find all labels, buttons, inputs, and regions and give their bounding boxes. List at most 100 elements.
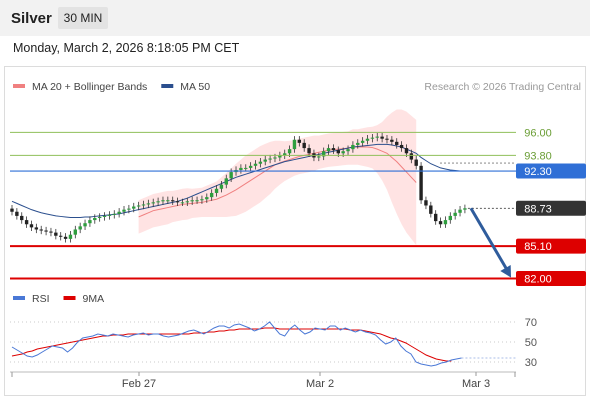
candle-body: [59, 235, 63, 237]
chart-datetime: Monday, March 2, 2026 8:18:05 PM CET: [13, 41, 240, 55]
candle-body: [302, 142, 306, 149]
candle-body: [102, 215, 107, 217]
rsi-legend-label-0: RSI: [32, 293, 50, 305]
level-96-00-label: 96.00: [524, 127, 552, 139]
ma50-line: [11, 143, 465, 218]
candle-body: [209, 192, 214, 198]
rsi-line: [11, 321, 462, 367]
candle-body: [360, 140, 365, 143]
candle-body: [424, 200, 428, 206]
candle-body: [180, 202, 185, 204]
candle-body: [433, 213, 438, 222]
candle-body: [351, 144, 355, 150]
forecast-arrow-shaft: [469, 207, 510, 273]
candle-body: [263, 159, 267, 162]
candle-body: [171, 200, 175, 202]
candle-body: [15, 211, 19, 216]
candle-body: [419, 165, 423, 201]
candle-body: [63, 236, 68, 239]
candle-body: [195, 200, 199, 202]
candle-body: [448, 215, 452, 221]
bollinger-band-area: [138, 109, 417, 246]
instrument-title: Silver: [11, 10, 52, 27]
level-92-30-label: 92.30: [524, 166, 552, 178]
candle-body: [166, 200, 170, 202]
candle-body: [78, 226, 82, 230]
candle-body: [307, 148, 311, 154]
legend-label-0: MA 20 + Bollinger Bands: [32, 81, 147, 93]
candle-body: [122, 209, 126, 212]
candle-body: [93, 218, 97, 221]
candle-body: [24, 220, 29, 225]
candle-body: [429, 205, 433, 214]
candle-body: [356, 142, 360, 145]
level-82-00-badge: [516, 271, 586, 287]
candle-body: [127, 208, 131, 210]
rsi-legend-swatch-0: [13, 296, 25, 300]
candle-body: [34, 227, 39, 230]
candle-body: [244, 167, 248, 169]
candle-body: [239, 167, 243, 170]
candle-body: [326, 148, 331, 152]
candle-body: [132, 206, 136, 209]
level-88-73-badge: [516, 200, 586, 216]
candle-body: [409, 153, 414, 160]
candle-body: [404, 148, 409, 154]
x-tick-label-0: Feb 27: [122, 378, 156, 390]
candle-body: [317, 156, 321, 158]
candle-body: [292, 139, 297, 150]
level-93-80-label: 93.80: [524, 150, 552, 162]
candle-body: [146, 203, 151, 205]
candle-body: [190, 200, 194, 202]
candle-body: [463, 208, 467, 210]
candle-body: [453, 212, 457, 216]
candle-body: [185, 201, 190, 203]
candle-body: [283, 153, 287, 156]
candle-body: [385, 138, 389, 140]
candle-body: [365, 138, 370, 141]
candle-body: [331, 148, 336, 151]
candle-body: [54, 232, 58, 236]
candle-body: [321, 151, 326, 157]
candle-body: [380, 136, 384, 139]
legend-label-1: MA 50: [180, 81, 210, 93]
candle-body: [346, 149, 350, 152]
chart-panel: [4, 66, 586, 396]
candle-body: [20, 215, 24, 221]
candle-body: [336, 150, 340, 154]
x-tick-label-2: Mar 3: [462, 378, 490, 390]
candle-body: [273, 157, 277, 159]
legend-swatch-1: [161, 84, 174, 88]
candle-body: [224, 178, 228, 185]
candle-body: [375, 136, 379, 138]
candle-body: [443, 220, 448, 225]
candle-body: [175, 201, 180, 203]
candle-body: [156, 201, 160, 203]
candle-body: [73, 229, 78, 235]
candle-body: [161, 200, 165, 202]
candle-body: [200, 199, 204, 201]
candle-body: [68, 234, 73, 239]
forecast-arrow-head: [500, 264, 511, 278]
candle-body: [390, 139, 394, 142]
candle-body: [205, 197, 209, 200]
candle-body: [151, 202, 155, 204]
candle-body: [107, 214, 112, 216]
rsi-tick-30: 30: [525, 357, 537, 369]
candle-body: [112, 213, 116, 215]
rsi-legend-swatch-1: [63, 296, 76, 300]
timeframe-button[interactable]: 30 MIN: [58, 7, 108, 29]
rsi-tick-70: 70: [525, 317, 537, 329]
candle-body: [438, 221, 443, 225]
candle-body: [370, 137, 375, 139]
candle-body: [395, 141, 399, 145]
level-85-10-label: 85.10: [524, 241, 552, 253]
candle-body: [88, 220, 92, 224]
legend-swatch-0: [13, 84, 25, 88]
candle-body: [229, 172, 233, 179]
rsi-tick-50: 50: [525, 337, 537, 349]
candle-body: [287, 149, 292, 154]
candle-body: [399, 144, 404, 149]
candle-body: [29, 224, 34, 228]
